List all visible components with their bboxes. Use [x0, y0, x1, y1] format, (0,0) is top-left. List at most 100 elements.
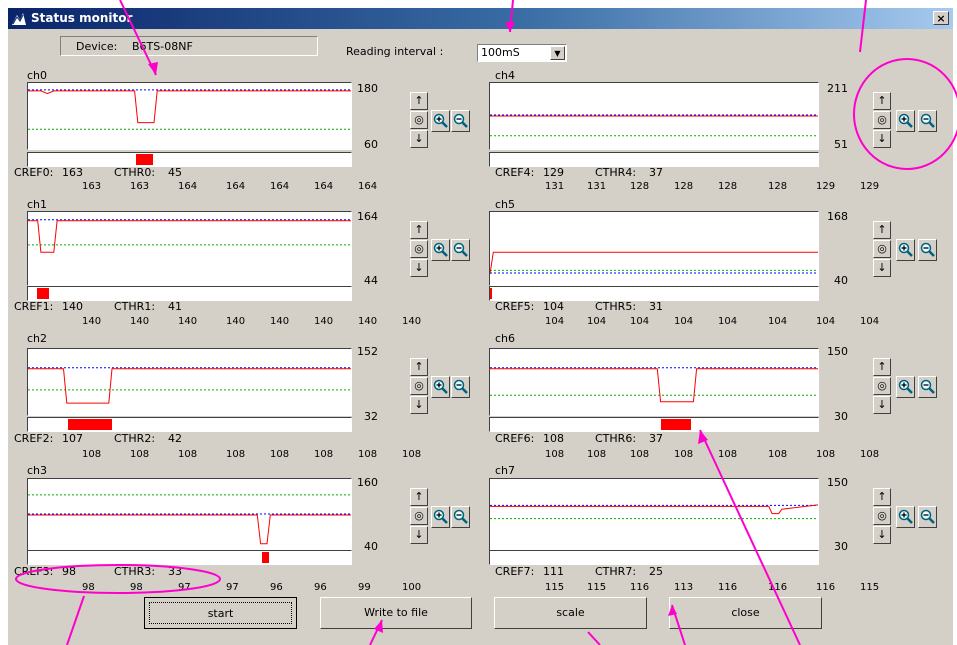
zoom-out-button[interactable]	[918, 376, 937, 398]
device-box	[60, 36, 318, 56]
cref-value: 140	[62, 300, 83, 313]
zoom-out-button[interactable]	[918, 506, 937, 528]
scale-up-button[interactable]: ↑	[410, 488, 428, 506]
channel-level-bar	[489, 417, 819, 432]
level-fill	[136, 154, 153, 165]
start-button-label: start	[149, 602, 292, 624]
cref-label: CREF6:	[495, 432, 535, 445]
channel-plot	[27, 478, 352, 552]
zoom-out-button[interactable]	[451, 110, 470, 132]
history-value: 115	[545, 582, 565, 593]
scale-min-label: 40	[364, 540, 378, 553]
scale-up-button[interactable]: ↑	[410, 358, 428, 376]
history-value: 104	[630, 316, 650, 327]
cthr-label: CTHR2:	[114, 432, 156, 445]
scale-up-button[interactable]: ↑	[410, 221, 428, 239]
chevron-down-icon[interactable]: ▼	[550, 46, 565, 60]
history-value: 108	[130, 449, 150, 460]
level-fill	[68, 419, 112, 430]
close-button[interactable]: close	[669, 597, 822, 629]
channel-label: ch4	[495, 69, 516, 82]
zoom-in-button[interactable]	[431, 506, 450, 528]
write-to-file-button[interactable]: Write to file	[320, 597, 472, 629]
cref-label: CREF0:	[14, 166, 54, 179]
zoom-in-button[interactable]	[896, 110, 915, 132]
cthr-value: 37	[649, 432, 663, 445]
scale-button[interactable]: scale	[494, 597, 647, 629]
zoom-out-button[interactable]	[918, 110, 937, 132]
history-value: 140	[314, 316, 334, 327]
zoom-in-button[interactable]	[431, 239, 450, 261]
cthr-label: CTHR4:	[595, 166, 637, 179]
history-value: 140	[178, 316, 198, 327]
cref-label: CREF5:	[495, 300, 535, 313]
channel-label: ch0	[27, 69, 48, 82]
history-value: 108	[178, 449, 198, 460]
signal-line	[28, 514, 351, 545]
scale-down-button[interactable]: ↓	[410, 259, 428, 277]
zoom-in-icon	[898, 379, 913, 394]
scale-down-button[interactable]: ↓	[410, 396, 428, 414]
zoom-out-button[interactable]	[451, 239, 470, 261]
scale-max-label: 152	[357, 345, 378, 358]
scale-down-button[interactable]: ↓	[873, 259, 891, 277]
history-value: 104	[816, 316, 836, 327]
window-close-button[interactable]: ×	[933, 11, 949, 25]
scale-down-button[interactable]: ↓	[873, 526, 891, 544]
zoom-out-icon	[920, 113, 935, 128]
cref-value: 129	[543, 166, 564, 179]
zoom-in-button[interactable]	[431, 376, 450, 398]
cref-value: 163	[62, 166, 83, 179]
scale-reset-button[interactable]: ◎	[873, 111, 891, 129]
zoom-out-icon	[920, 509, 935, 524]
channel-plot	[489, 478, 819, 552]
history-value: 116	[630, 582, 650, 593]
scale-reset-button[interactable]: ◎	[410, 111, 428, 129]
scale-up-button[interactable]: ↑	[410, 92, 428, 110]
zoom-out-button[interactable]	[918, 239, 937, 261]
zoom-in-button[interactable]	[431, 110, 450, 132]
reading-interval-label: Reading interval :	[346, 45, 444, 58]
scale-reset-button[interactable]: ◎	[873, 240, 891, 258]
scale-down-button[interactable]: ↓	[410, 130, 428, 148]
scale-reset-button[interactable]: ◎	[410, 377, 428, 395]
cthr-label: CTHR5:	[595, 300, 637, 313]
reading-interval-select[interactable]: 100mS ▼	[477, 44, 567, 62]
scale-down-button[interactable]: ↓	[873, 130, 891, 148]
scale-reset-button[interactable]: ◎	[410, 507, 428, 525]
scale-up-button[interactable]: ↑	[873, 358, 891, 376]
zoom-out-button[interactable]	[451, 376, 470, 398]
history-value: 140	[402, 316, 422, 327]
channel-plot	[489, 348, 819, 416]
start-button[interactable]: start	[144, 597, 297, 629]
scale-down-button[interactable]: ↓	[410, 526, 428, 544]
zoom-in-icon	[898, 242, 913, 257]
channel-level-bar	[27, 286, 352, 301]
channel-label: ch1	[27, 198, 48, 211]
zoom-in-icon	[433, 509, 448, 524]
scale-max-label: 150	[827, 476, 848, 489]
history-value: 108	[545, 449, 565, 460]
title-bar[interactable]: Status monitor ×	[8, 8, 953, 29]
history-value: 140	[82, 316, 102, 327]
scale-down-button[interactable]: ↓	[873, 396, 891, 414]
scale-max-label: 164	[357, 210, 378, 223]
cref-label: CREF3:	[14, 565, 54, 578]
scale-reset-button[interactable]: ◎	[410, 240, 428, 258]
scale-up-button[interactable]: ↑	[873, 221, 891, 239]
scale-reset-button[interactable]: ◎	[873, 377, 891, 395]
history-value: 131	[587, 181, 607, 192]
scale-up-button[interactable]: ↑	[873, 488, 891, 506]
scale-min-label: 60	[364, 138, 378, 151]
scale-reset-button[interactable]: ◎	[873, 507, 891, 525]
scale-up-button[interactable]: ↑	[873, 92, 891, 110]
history-value: 108	[816, 449, 836, 460]
history-value: 99	[358, 582, 371, 593]
zoom-out-button[interactable]	[451, 506, 470, 528]
zoom-in-button[interactable]	[896, 239, 915, 261]
history-value: 116	[718, 582, 738, 593]
history-value: 128	[674, 181, 694, 192]
zoom-in-button[interactable]	[896, 376, 915, 398]
zoom-in-button[interactable]	[896, 506, 915, 528]
history-value: 131	[545, 181, 565, 192]
